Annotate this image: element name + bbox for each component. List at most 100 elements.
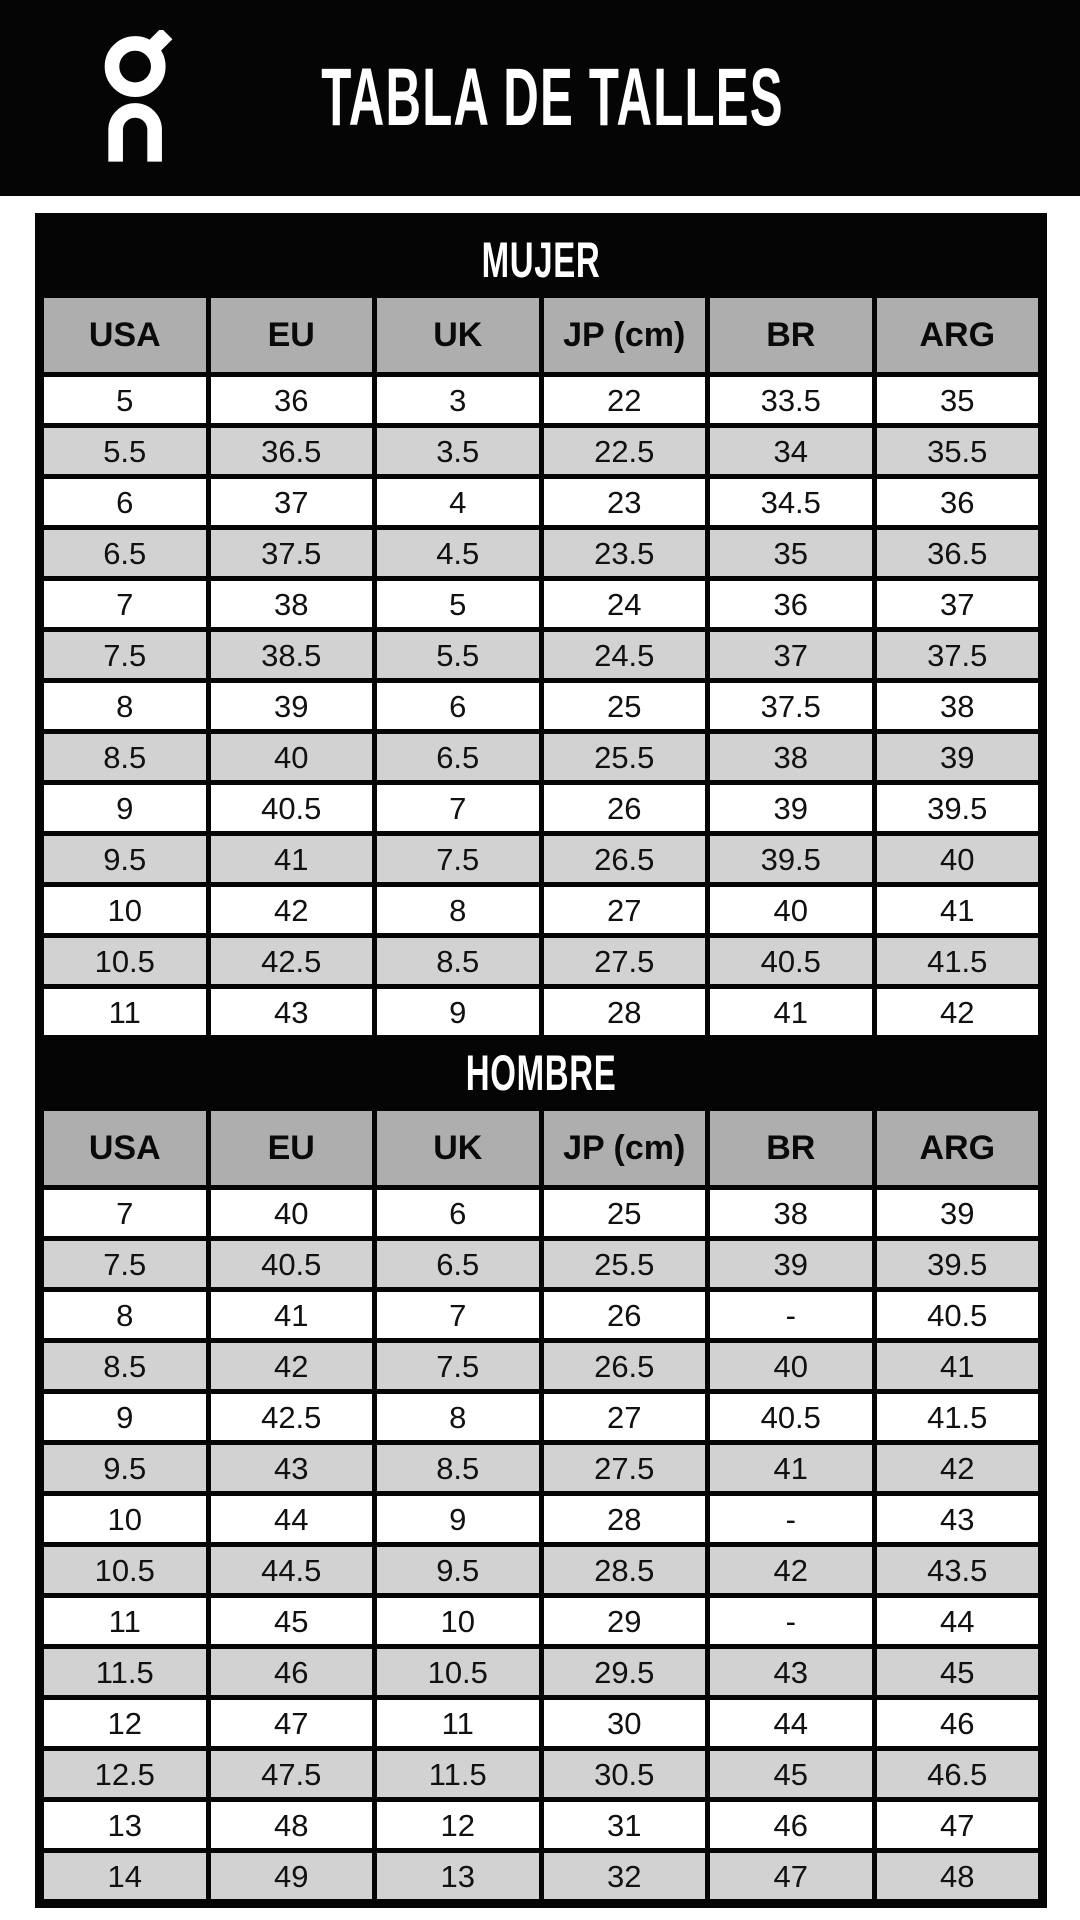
table-cell: 37 [876,581,1038,627]
table-cell: 39.5 [710,836,872,882]
table-cell: 41.5 [876,938,1038,984]
table-cell: 7.5 [377,836,539,882]
table-cell: 9.5 [377,1547,539,1593]
table-cell: 7 [377,785,539,831]
table-cell: 6 [377,1190,539,1236]
size-chart: MUJER USA EU UK JP (cm) BR ARG 5 36 3 22 33.5 35 5.5… [35,213,1047,1908]
table-cell: 41 [876,1343,1038,1389]
size-table-men: HOMBRE USA EU UK JP (cm) BR ARG 7 40 6 25 38 39 7.5 4… [44,1035,1038,1899]
table-cell: 42 [876,989,1038,1035]
table-cell: 43 [710,1649,872,1695]
table-cell: 36.5 [876,530,1038,576]
table-cell: 22.5 [543,428,705,474]
table-cell: 37.5 [876,632,1038,678]
table-cell: 40 [710,887,872,933]
table-cell: 8 [44,683,206,729]
table-cell: 25 [543,683,705,729]
table-cell: 6.5 [44,530,206,576]
table-cell: 32 [543,1853,705,1899]
table-cell: 27 [543,887,705,933]
table-cell: 40 [210,1190,372,1236]
table-cell: 35 [876,377,1038,423]
table-cell: 6 [377,683,539,729]
table-cell: 28.5 [543,1547,705,1593]
table-cell: 39 [876,734,1038,780]
table-cell: 39.5 [876,785,1038,831]
table-cell: 42.5 [210,1394,372,1440]
table-cell: 11 [44,989,206,1035]
column-header: ARG [876,1111,1038,1185]
table-cell: 8.5 [377,1445,539,1491]
table-cell: 39 [876,1190,1038,1236]
table-cell: 31 [543,1802,705,1848]
table-cell: 46 [876,1700,1038,1746]
page-title: TABLA DE TALLES [320,52,784,143]
table-cell: 38 [710,734,872,780]
table-cell: 34 [710,428,872,474]
table-cell: 26.5 [543,1343,705,1389]
table-cell: 9 [377,989,539,1035]
table-cell: 9.5 [44,836,206,882]
table-cell: 35.5 [876,428,1038,474]
table-cell: 10.5 [44,938,206,984]
table-cell: 5.5 [377,632,539,678]
table-cell: 39 [710,785,872,831]
table-cell: 38.5 [210,632,372,678]
table-cell: 41 [710,989,872,1035]
table-cell: 6 [44,479,206,525]
table-cell: 9 [377,1496,539,1542]
table-cell: 42 [210,1343,372,1389]
column-header: ARG [876,298,1038,372]
table-cell: 23.5 [543,530,705,576]
table-cell: 10.5 [44,1547,206,1593]
table-cell: 26 [543,1292,705,1338]
column-header: EU [210,298,372,372]
table-cell: 23 [543,479,705,525]
table-cell: 44.5 [210,1547,372,1593]
on-logo-icon [104,30,173,162]
table-cell: 38 [710,1190,872,1236]
table-cell: 44 [876,1598,1038,1644]
table-cell: 48 [210,1802,372,1848]
table-cell: 36 [876,479,1038,525]
table-cell: 42 [876,1445,1038,1491]
table-cell: - [710,1292,872,1338]
table-cell: 42 [710,1547,872,1593]
table-cell: 9 [44,1394,206,1440]
column-header: USA [44,298,206,372]
table-cell: 24 [543,581,705,627]
column-header: UK [377,1111,539,1185]
table-cell: 26.5 [543,836,705,882]
column-header: EU [210,1111,372,1185]
table-cell: 7 [377,1292,539,1338]
table-cell: 3 [377,377,539,423]
table-cell: 28 [543,1496,705,1542]
table-cell: 41.5 [876,1394,1038,1440]
table-cell: 10.5 [377,1649,539,1695]
table-cell: 8.5 [377,938,539,984]
table-cell: 8 [377,1394,539,1440]
table-cell: 43 [210,1445,372,1491]
table-cell: 40 [210,734,372,780]
table-cell: 37.5 [210,530,372,576]
table-cell: 27.5 [543,1445,705,1491]
table-cell: 40 [710,1343,872,1389]
table-cell: 37 [710,632,872,678]
table-cell: 11 [44,1598,206,1644]
column-header: BR [710,1111,872,1185]
column-header: UK [377,298,539,372]
table-cell: 29 [543,1598,705,1644]
table-cell: 11 [377,1700,539,1746]
table-cell: 11.5 [44,1649,206,1695]
column-header: JP (cm) [543,1111,705,1185]
table-cell: 40.5 [210,1241,372,1287]
title-area: TABLA DE TALLES [0,0,1080,196]
table-cell: 30.5 [543,1751,705,1797]
table-cell: 8 [44,1292,206,1338]
table-cell: 10 [44,1496,206,1542]
table-cell: 37.5 [710,683,872,729]
table-cell: 7.5 [44,632,206,678]
table-cell: 4.5 [377,530,539,576]
women-section-title: MUJER [481,232,601,288]
table-cell: 42 [210,887,372,933]
